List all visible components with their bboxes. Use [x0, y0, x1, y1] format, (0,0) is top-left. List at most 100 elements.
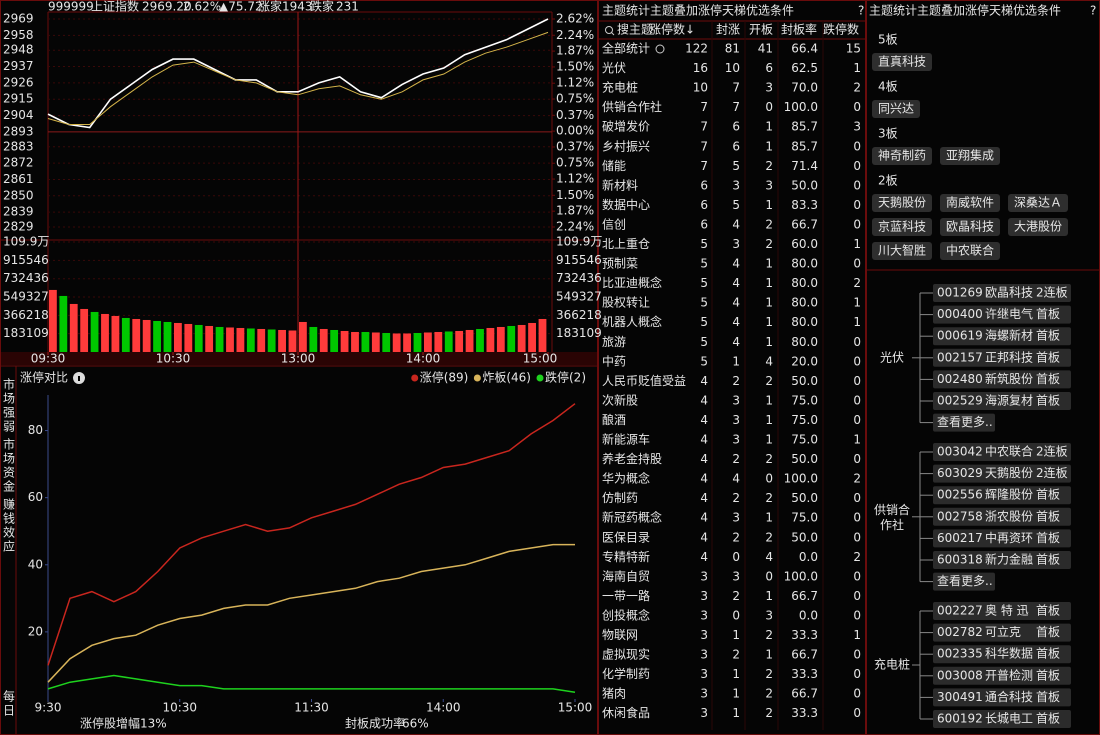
- stock-button-label[interactable]: 川大智胜: [878, 243, 926, 258]
- stock-item[interactable]: [933, 327, 1071, 346]
- tab[interactable]: 优选条件: [1013, 4, 1061, 18]
- theme-name[interactable]: 休闲食品: [602, 705, 650, 720]
- stock-button-label[interactable]: 大港股份: [1014, 220, 1062, 234]
- stock-item[interactable]: [933, 507, 1071, 526]
- theme-name[interactable]: 虚拟现实: [602, 647, 650, 662]
- tab[interactable]: 涨停天梯: [698, 3, 746, 18]
- theme-name[interactable]: 化学制药: [602, 666, 650, 681]
- theme-name[interactable]: 储能: [602, 158, 626, 173]
- stock-item[interactable]: [933, 486, 1071, 505]
- theme-name[interactable]: 充电桩: [602, 80, 638, 95]
- stock-button-label[interactable]: 南威软件: [946, 195, 994, 210]
- stock-item[interactable]: [933, 443, 1071, 461]
- theme-name[interactable]: 新冠药概念: [602, 510, 662, 525]
- tab[interactable]: 主题统计: [602, 4, 650, 18]
- more-link[interactable]: 查看更多..: [937, 415, 993, 429]
- theme-name[interactable]: 人民币贬值受益: [602, 373, 686, 388]
- stock-button[interactable]: [940, 242, 1000, 260]
- stock-button[interactable]: [872, 218, 932, 236]
- tab[interactable]: 主题统计: [869, 4, 917, 18]
- stock-item[interactable]: [933, 464, 1071, 483]
- help-button[interactable]: ?: [858, 4, 864, 18]
- stock-button-label[interactable]: 同兴达: [878, 102, 914, 116]
- stock-button[interactable]: [872, 194, 932, 212]
- tab[interactable]: 优选条件: [746, 4, 794, 18]
- stock-item[interactable]: [933, 392, 1071, 410]
- stock-item[interactable]: [933, 529, 1071, 548]
- search-icon[interactable]: [605, 26, 613, 34]
- theme-name[interactable]: 猪肉: [602, 687, 626, 701]
- stock-button-label[interactable]: 神奇制药: [878, 149, 926, 163]
- stock-button-label[interactable]: 天鹅股份: [878, 196, 926, 210]
- column-header[interactable]: 跌停数: [823, 22, 859, 37]
- stock-button-label[interactable]: 亚翔集成: [946, 148, 994, 163]
- theme-name[interactable]: 医保目录: [602, 530, 650, 544]
- stock-item[interactable]: [933, 688, 1071, 707]
- more-button[interactable]: [933, 413, 995, 432]
- theme-name[interactable]: 海南自贸: [602, 568, 650, 583]
- stock-button-label[interactable]: 欧晶科技: [946, 220, 994, 234]
- stock-button[interactable]: [872, 147, 932, 165]
- stock-item[interactable]: [933, 551, 1071, 569]
- more-button[interactable]: [933, 572, 995, 591]
- stock-button-label[interactable]: 深桑达Ａ: [1014, 196, 1062, 210]
- stock-button[interactable]: [1008, 218, 1068, 236]
- tab[interactable]: 涨停天梯: [965, 3, 1013, 18]
- more-link[interactable]: 查看更多..: [937, 574, 993, 588]
- stock-item[interactable]: [933, 645, 1071, 664]
- stock-button[interactable]: [1008, 194, 1068, 212]
- column-header[interactable]: 封板率: [781, 22, 817, 37]
- stock-item[interactable]: [933, 305, 1071, 324]
- stock-item[interactable]: [933, 348, 1071, 367]
- theme-name[interactable]: 破增发价: [602, 119, 650, 134]
- stock-button[interactable]: [940, 147, 1000, 165]
- stock-button[interactable]: [872, 242, 932, 260]
- help-button[interactable]: ?: [1090, 4, 1096, 18]
- theme-name[interactable]: 酿酒: [602, 412, 626, 427]
- stock-item[interactable]: [933, 284, 1071, 302]
- theme-name[interactable]: 物联网: [602, 628, 638, 642]
- theme-name[interactable]: 比亚迪概念: [602, 275, 662, 290]
- theme-name[interactable]: 光伏: [602, 61, 626, 75]
- theme-name[interactable]: 旅游: [602, 335, 626, 349]
- theme-name[interactable]: 机器人概念: [602, 314, 662, 329]
- stock-item[interactable]: [933, 370, 1071, 389]
- theme-name[interactable]: 股权转让: [602, 295, 650, 310]
- stock-item[interactable]: [933, 623, 1071, 642]
- column-header[interactable]: 开板: [749, 23, 773, 37]
- column-header[interactable]: 封涨: [716, 22, 740, 37]
- theme-name[interactable]: 新能源车: [602, 432, 650, 447]
- theme-name[interactable]: 信创: [602, 217, 626, 231]
- stock-button[interactable]: [940, 218, 1000, 236]
- side-tab[interactable]: 市场资金: [2, 437, 16, 494]
- theme-name[interactable]: 全部统计: [602, 41, 650, 56]
- theme-name[interactable]: 仿制药: [602, 491, 638, 505]
- stock-button[interactable]: [940, 194, 1000, 212]
- side-tab[interactable]: 赚钱效应: [2, 497, 16, 554]
- stock-item[interactable]: [933, 666, 1071, 685]
- theme-name[interactable]: 预制菜: [602, 257, 638, 271]
- theme-name[interactable]: 数据中心: [602, 197, 650, 212]
- column-header[interactable]: 涨停数↓: [649, 22, 695, 37]
- stock-button[interactable]: [872, 100, 920, 118]
- stock-button-label[interactable]: 京蓝科技: [878, 220, 926, 234]
- stock-item[interactable]: [933, 710, 1071, 728]
- theme-name[interactable]: 华为概念: [602, 471, 650, 486]
- theme-name[interactable]: 次新股: [602, 392, 638, 407]
- theme-name[interactable]: 乡村振兴: [602, 139, 650, 153]
- column-header[interactable]: 搜主题: [617, 22, 653, 37]
- theme-name[interactable]: 新材料: [602, 177, 638, 192]
- tab[interactable]: 主题叠加: [917, 4, 965, 18]
- theme-name[interactable]: 中药: [602, 353, 626, 368]
- theme-name[interactable]: 创投概念: [602, 607, 650, 622]
- stock-button[interactable]: [872, 53, 932, 71]
- stock-item[interactable]: [933, 602, 1071, 620]
- theme-name[interactable]: 一带一路: [602, 588, 650, 603]
- stock-button-label[interactable]: 中农联合: [946, 243, 994, 258]
- side-tab[interactable]: 市场强弱: [2, 377, 16, 434]
- theme-name[interactable]: 专精特新: [602, 549, 650, 564]
- theme-name[interactable]: 养老金持股: [602, 451, 662, 466]
- tab[interactable]: 主题叠加: [650, 4, 698, 18]
- side-tab[interactable]: 每日: [2, 689, 16, 718]
- stock-button-label[interactable]: 直真科技: [878, 55, 926, 69]
